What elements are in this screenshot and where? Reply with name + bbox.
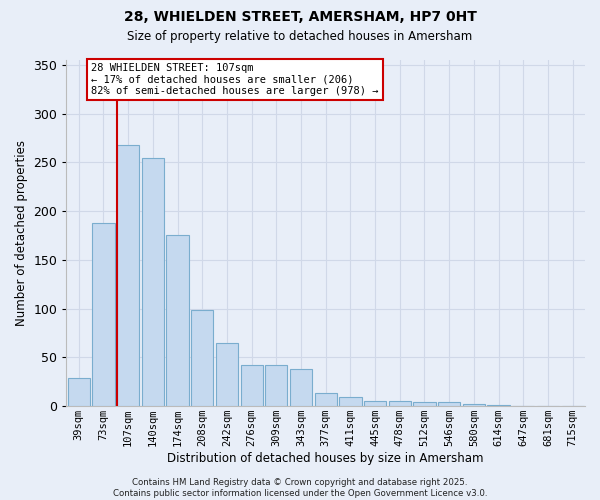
Y-axis label: Number of detached properties: Number of detached properties	[15, 140, 28, 326]
Bar	[191, 310, 214, 406]
Text: Contains HM Land Registry data © Crown copyright and database right 2025.
Contai: Contains HM Land Registry data © Crown c…	[113, 478, 487, 498]
Bar	[216, 343, 238, 406]
Bar	[166, 234, 188, 406]
Bar	[265, 365, 287, 406]
Bar	[438, 402, 460, 406]
Bar	[413, 402, 436, 406]
Bar	[241, 365, 263, 406]
Bar	[314, 394, 337, 406]
Bar	[142, 158, 164, 406]
Bar	[463, 404, 485, 406]
Bar	[68, 378, 90, 406]
Text: 28 WHIELDEN STREET: 107sqm
← 17% of detached houses are smaller (206)
82% of sem: 28 WHIELDEN STREET: 107sqm ← 17% of deta…	[91, 63, 379, 96]
Text: Size of property relative to detached houses in Amersham: Size of property relative to detached ho…	[127, 30, 473, 43]
Bar	[364, 402, 386, 406]
Bar	[92, 223, 115, 406]
Bar	[389, 402, 411, 406]
Bar	[340, 398, 362, 406]
X-axis label: Distribution of detached houses by size in Amersham: Distribution of detached houses by size …	[167, 452, 484, 465]
Bar	[487, 405, 509, 406]
Bar	[290, 369, 312, 406]
Text: 28, WHIELDEN STREET, AMERSHAM, HP7 0HT: 28, WHIELDEN STREET, AMERSHAM, HP7 0HT	[124, 10, 476, 24]
Bar	[117, 145, 139, 406]
